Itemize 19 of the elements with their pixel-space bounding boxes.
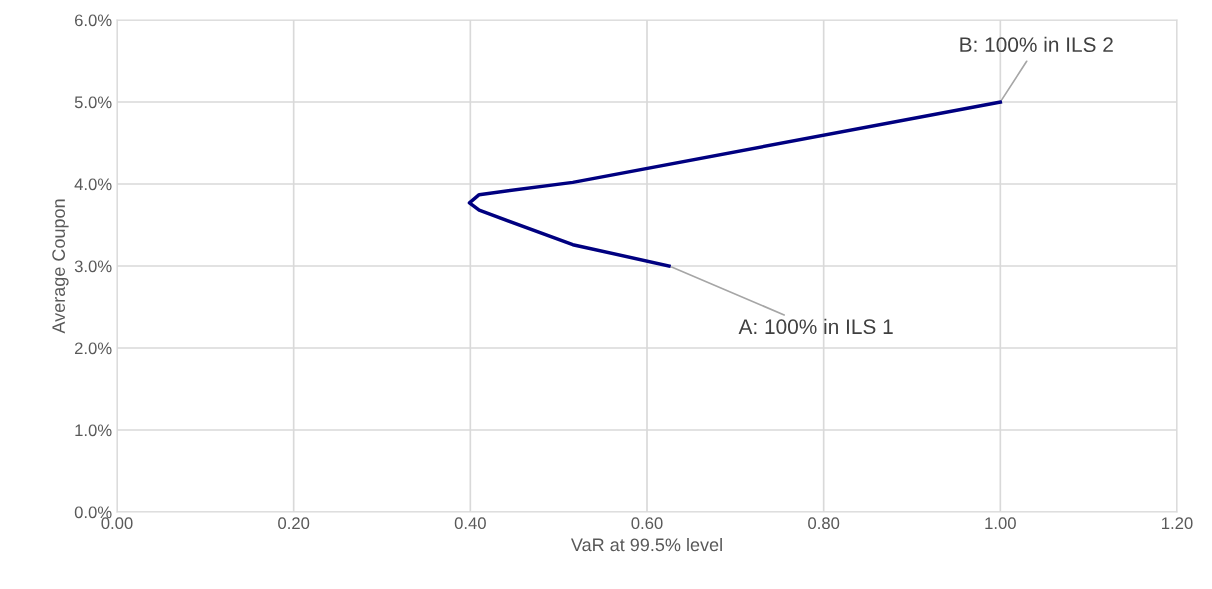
y-axis-title: Average Coupon (52, 199, 69, 334)
y-tick-label: 2.0% (74, 342, 112, 355)
y-tick-label: 4.0% (74, 178, 112, 191)
y-tick-label: 6.0% (75, 14, 112, 27)
x-tick-label: 0.00 (101, 517, 133, 530)
x-tick-label: 0.40 (454, 517, 486, 530)
x-axis-title: VaR at 99.5% level (570, 537, 722, 552)
x-tick-label: 1.20 (1162, 517, 1193, 530)
y-tick-label: 3.0% (74, 260, 112, 273)
x-tick-label: 0.60 (631, 517, 663, 530)
y-tick-label: 5.0% (74, 96, 112, 109)
x-tick-label: 0.20 (278, 517, 310, 530)
annotation: A: 100% in ILS 1 (738, 318, 893, 335)
y-tick-label: 0.0% (74, 506, 112, 519)
y-tick-label: 1.0% (75, 424, 112, 437)
annotation: B: 100% in ILS 2 (960, 36, 1113, 53)
line-series (467, 100, 1003, 268)
x-tick-label: 0.80 (808, 517, 840, 530)
x-tick-label: 1.00 (985, 517, 1016, 530)
